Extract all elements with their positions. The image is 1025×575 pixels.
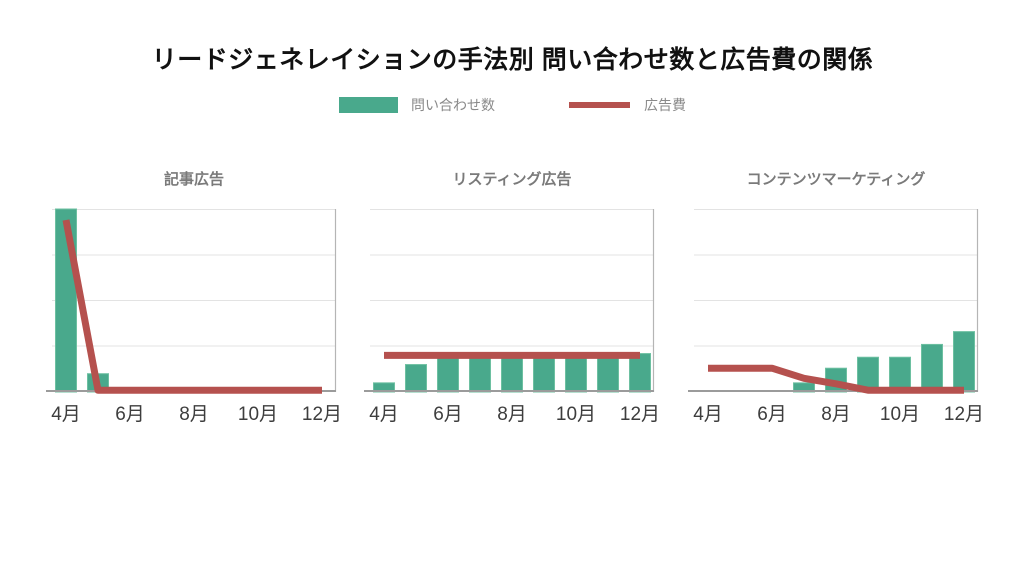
legend-spacer (495, 105, 569, 106)
inquiries-bar (534, 358, 555, 392)
chart-listing-ads: リスティング広告 4月6月8月10月12月 (370, 170, 654, 446)
x-tick-label: 4月 (51, 404, 81, 425)
adcost-line (66, 220, 322, 390)
legend-label-adcost: 広告費 (644, 95, 686, 115)
chart-title-article-ads: 記事広告 (52, 170, 336, 190)
inquiries-bar (598, 358, 619, 392)
plot-area: 4月6月8月10月12月 (370, 209, 654, 446)
plot-area: 4月6月8月10月12月 (52, 209, 336, 446)
x-tick-label: 6月 (115, 404, 145, 425)
inquiries-bar-swatch-icon (339, 97, 398, 113)
x-tick-label: 6月 (433, 404, 463, 425)
chart-title-content-marketing: コンテンツマーケティング (694, 170, 978, 190)
x-tick-label: 4月 (693, 404, 723, 425)
x-tick-label: 10月 (238, 404, 278, 425)
inquiries-bar (954, 332, 975, 392)
legend-label-inquiries: 問い合わせ数 (411, 95, 495, 115)
page-title: リードジェネレイションの手法別 問い合わせ数と広告費の関係 (0, 40, 1025, 76)
inquiries-bar (502, 358, 523, 392)
chart-article-ads: 記事広告 4月6月8月10月12月 (52, 170, 336, 446)
x-tick-label: 10月 (556, 404, 596, 425)
legend: 問い合わせ数 広告費 (0, 95, 1025, 115)
x-tick-label: 8月 (821, 404, 851, 425)
x-tick-label: 12月 (620, 404, 660, 425)
x-tick-label: 10月 (880, 404, 920, 425)
inquiries-bar (566, 358, 587, 392)
adcost-line-swatch-icon (569, 102, 630, 108)
x-tick-label: 6月 (757, 404, 787, 425)
x-tick-label: 8月 (497, 404, 527, 425)
x-tick-label: 12月 (302, 404, 342, 425)
x-tick-label: 8月 (179, 404, 209, 425)
chart-title-listing-ads: リスティング広告 (370, 170, 654, 190)
chart-content-marketing: コンテンツマーケティング 4月6月8月10月12月 (694, 170, 978, 446)
inquiries-bar (922, 344, 943, 392)
inquiries-bar (406, 365, 427, 392)
charts-row: 記事広告 4月6月8月10月12月 リスティング広告 4月6月8月10月12月 … (0, 170, 1025, 430)
inquiries-bar (630, 354, 651, 392)
inquiries-bar (470, 358, 491, 392)
inquiries-bar (438, 358, 459, 392)
plot-area: 4月6月8月10月12月 (694, 209, 978, 446)
x-tick-label: 4月 (369, 404, 399, 425)
x-tick-label: 12月 (944, 404, 984, 425)
